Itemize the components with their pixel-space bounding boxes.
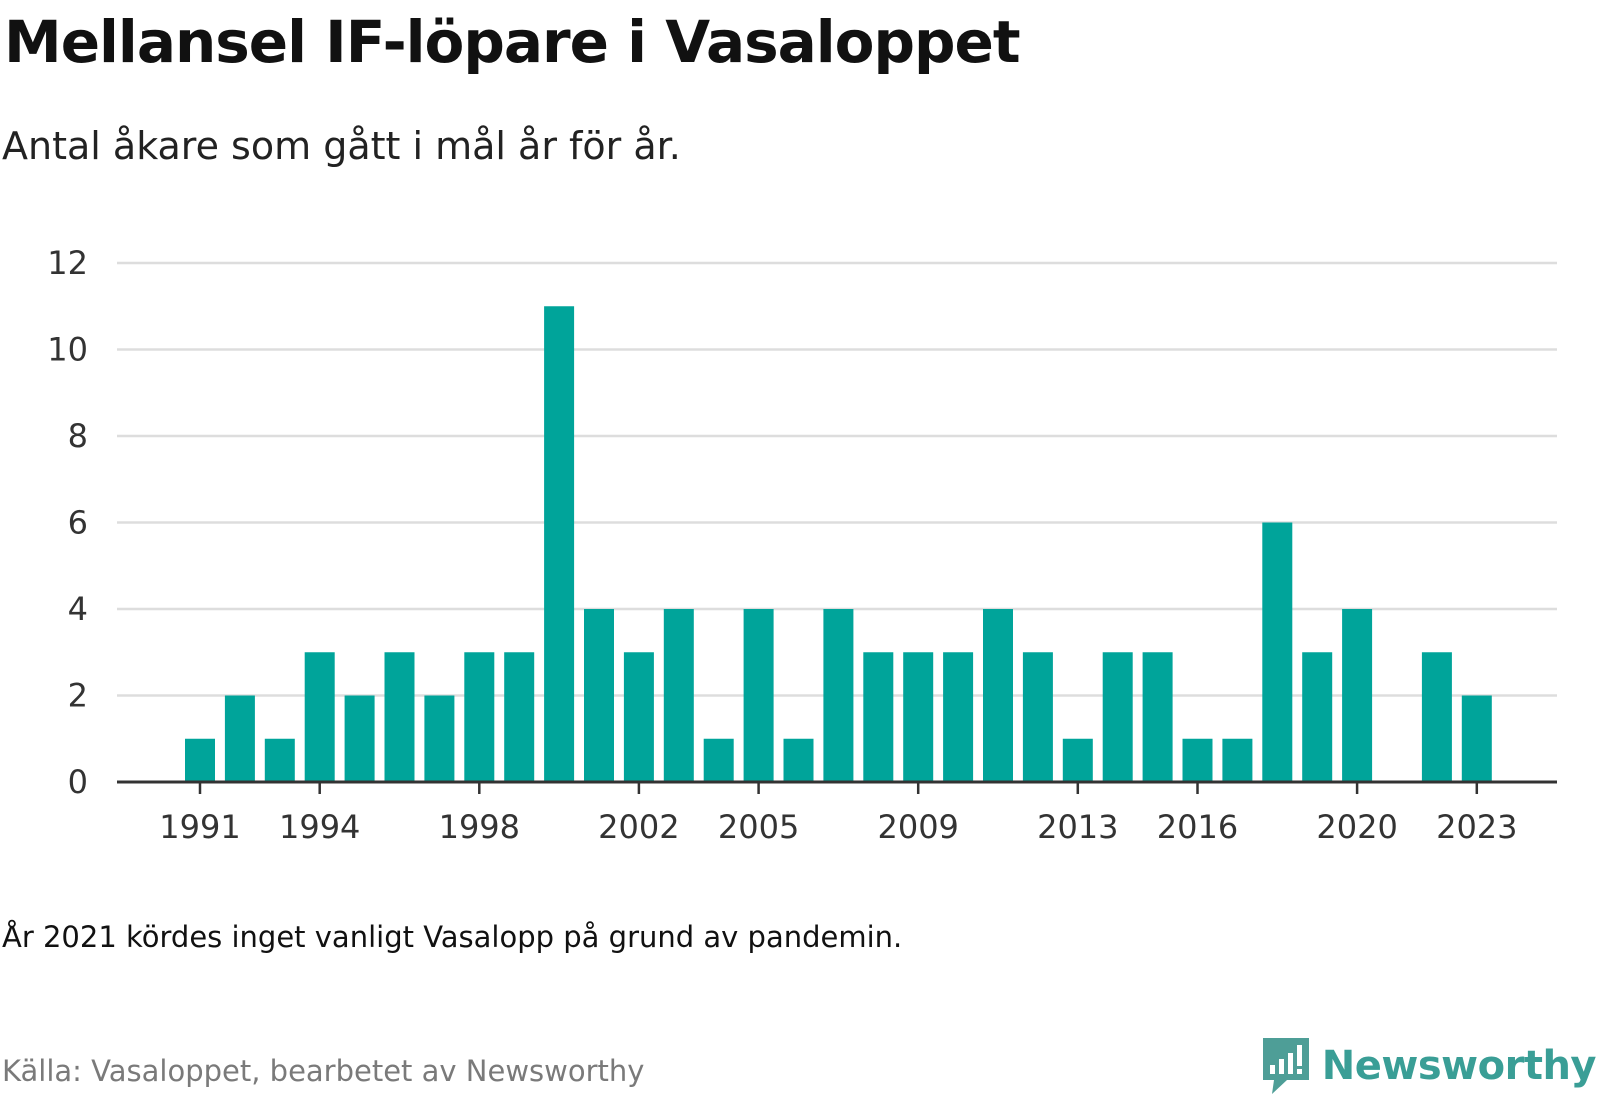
y-tick-label: 6 — [68, 504, 88, 542]
brand: Newsworthy — [1260, 1034, 1597, 1098]
bar-2008 — [863, 652, 894, 782]
x-tick-label: 2002 — [598, 808, 679, 846]
x-tick-label: 2005 — [718, 808, 799, 846]
bar-1995 — [344, 695, 375, 782]
bar-2022 — [1421, 652, 1452, 782]
bar-2004 — [703, 738, 734, 782]
bar-2016 — [1182, 738, 1213, 782]
x-axis-labels: 1991 1994 1998 2002 2005 2009 2013 2016 2020 2023 — [159, 808, 1517, 846]
bar-2019 — [1302, 652, 1333, 782]
bar-2020 — [1342, 609, 1373, 782]
bar-2010 — [943, 652, 974, 782]
x-tick-label: 1998 — [439, 808, 520, 846]
y-tick-label: 0 — [68, 763, 88, 801]
bar-2013 — [1062, 738, 1093, 782]
x-tick-label: 2020 — [1316, 808, 1397, 846]
x-tick-label: 2016 — [1157, 808, 1238, 846]
bar-2012 — [1022, 652, 1053, 782]
brand-name: Newsworthy — [1321, 1043, 1597, 1089]
bar-1999 — [504, 652, 535, 782]
bar-1993 — [264, 738, 295, 782]
bar-2009 — [903, 652, 934, 782]
y-tick-label: 4 — [68, 590, 88, 628]
chart-subtitle: Antal åkare som gått i mål år för år. — [2, 124, 681, 168]
x-axis — [117, 780, 1557, 794]
y-tick-label: 10 — [47, 331, 88, 369]
bar-2023 — [1461, 695, 1492, 782]
source-credit: Källa: Vasaloppet, bearbetet av Newswort… — [2, 1054, 645, 1088]
bar-2006 — [783, 738, 814, 782]
chart-note: År 2021 kördes inget vanligt Vasalopp på… — [2, 920, 903, 954]
bar-1991 — [185, 738, 215, 782]
x-tick-label: 2023 — [1436, 808, 1517, 846]
bar-2003 — [663, 609, 694, 782]
newsworthy-logo-icon — [1262, 1038, 1309, 1094]
x-tick-label: 1991 — [159, 808, 240, 846]
bar-2015 — [1142, 652, 1173, 782]
y-tick-label: 2 — [68, 677, 88, 715]
x-tick-label: 2009 — [877, 808, 958, 846]
bar-2018 — [1262, 522, 1293, 782]
bar-2005 — [743, 609, 774, 782]
bars — [185, 306, 1492, 782]
bar-2017 — [1222, 738, 1253, 782]
bar-1996 — [384, 652, 415, 782]
bar-1998 — [464, 652, 495, 782]
bar-1992 — [224, 695, 255, 782]
y-tick-label: 12 — [47, 244, 88, 282]
bar-2000 — [544, 306, 575, 782]
y-tick-label: 8 — [68, 417, 88, 455]
x-tick-label: 2013 — [1037, 808, 1118, 846]
bar-2007 — [823, 609, 854, 782]
bar-2014 — [1102, 652, 1133, 782]
y-axis-labels: 0 2 4 6 8 10 12 — [47, 244, 88, 801]
bar-2002 — [623, 652, 654, 782]
bar-chart: 0 2 4 6 8 10 12 1991 1994 1998 2002 2005 2009 2013 20… — [47, 244, 1557, 846]
bar-2001 — [584, 609, 614, 782]
x-tick-label: 1994 — [279, 808, 360, 846]
bar-1997 — [424, 695, 455, 782]
bar-2011 — [983, 609, 1013, 782]
bar-1994 — [304, 652, 335, 782]
chart-title: Mellansel IF-löpare i Vasaloppet — [4, 8, 1021, 76]
